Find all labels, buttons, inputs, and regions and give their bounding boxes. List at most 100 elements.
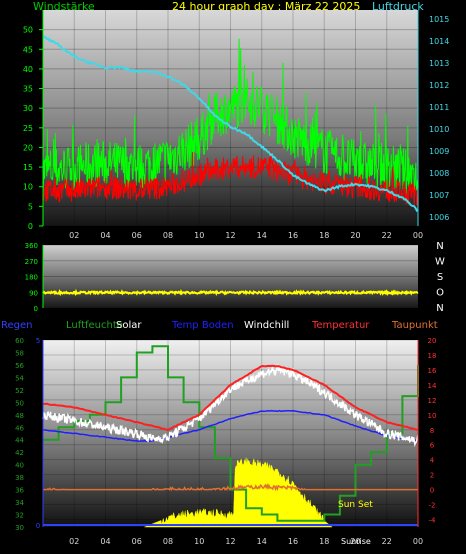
regen-tick-0: 0: [36, 522, 40, 530]
wind-tick-10: 10: [23, 183, 33, 192]
series-dewpoint-line: [43, 482, 418, 492]
wind-tick-0: 0: [28, 222, 33, 231]
compass-label-0: N: [436, 241, 443, 252]
compass-label-2: S: [437, 272, 443, 283]
wind-tick-20: 20: [23, 143, 33, 152]
legend-windchill: Windchill: [244, 320, 290, 331]
pressure-tick-1012: 1012: [429, 81, 449, 90]
wind-tick-45: 45: [23, 45, 33, 54]
x1-tick-06: 06: [132, 231, 142, 240]
compass-label-1: W: [435, 257, 445, 268]
x3-tick-02: 02: [69, 537, 79, 546]
humidity-tick-50: 50: [15, 399, 24, 407]
legend-solar: Solar: [116, 320, 142, 331]
x1-tick-16: 16: [288, 231, 298, 240]
x3-tick-18: 18: [319, 537, 329, 546]
pressure-tick-1008: 1008: [429, 169, 449, 178]
humidity-tick-46: 46: [15, 424, 24, 432]
temp-tick-10: 10: [428, 412, 437, 420]
humidity-tick-34: 34: [15, 499, 24, 507]
top-right-axis-title: Luftdruck: [372, 0, 424, 13]
humidity-tick-48: 48: [15, 412, 24, 420]
x1-tick-14: 14: [257, 231, 267, 240]
series-wind-gust-line: [42, 38, 419, 195]
compass-label-4: N: [436, 303, 443, 314]
humidity-tick-56: 56: [15, 362, 24, 370]
x3-tick-06: 06: [132, 537, 142, 546]
sunrise-label: Sunrise: [341, 537, 371, 546]
series-temp-ground-line: [42, 409, 419, 443]
panel-wind-direction: [43, 245, 418, 308]
humidity-tick-58: 58: [15, 349, 24, 357]
series-solar-area: [144, 457, 333, 528]
pressure-tick-1011: 1011: [429, 103, 449, 112]
temp-tick--4: -4: [429, 517, 437, 525]
top-chart-title: 24 hour graph day : März 22 2025: [172, 0, 361, 13]
humidity-tick-44: 44: [15, 437, 24, 445]
dir-tick-180: 180: [25, 274, 38, 282]
x3-tick-04: 04: [100, 537, 110, 546]
x1-tick-04: 04: [100, 231, 110, 240]
x3-tick-08: 08: [163, 537, 173, 546]
regen-tick-5: 5: [36, 337, 40, 345]
wind-tick-50: 50: [23, 26, 33, 35]
x3-tick-20: 20: [350, 537, 360, 546]
legend-humidity: Luftfeuchte: [66, 320, 123, 331]
dir-tick-0: 0: [34, 305, 38, 313]
humidity-tick-40: 40: [15, 462, 24, 470]
x3-tick-00: 00: [413, 537, 423, 546]
pressure-tick-1010: 1010: [429, 125, 449, 134]
temp-tick-18: 18: [428, 352, 437, 360]
humidity-tick-42: 42: [15, 449, 24, 457]
temp-tick-20: 20: [428, 337, 437, 345]
x3-tick-14: 14: [257, 537, 267, 546]
x1-tick-20: 20: [350, 231, 360, 240]
wind-tick-35: 35: [23, 85, 33, 94]
x3-tick-22: 22: [382, 537, 392, 546]
wind-tick-25: 25: [23, 124, 33, 133]
series-humidity-line: [43, 345, 419, 522]
legend-temperature: Temperatur: [312, 320, 370, 331]
compass-label-3: O: [436, 288, 444, 299]
temp-tick-6: 6: [430, 442, 435, 450]
wind-tick-5: 5: [28, 202, 33, 211]
humidity-tick-30: 30: [15, 524, 24, 532]
x1-tick-10: 10: [194, 231, 204, 240]
top-left-axis-title: Windstärke: [33, 0, 95, 13]
temp-tick-8: 8: [430, 427, 434, 435]
x1-tick-00: 00: [413, 231, 423, 240]
temp-tick--2: -2: [429, 502, 436, 510]
wind-tick-40: 40: [23, 65, 33, 74]
temp-tick-2: 2: [430, 472, 434, 480]
temp-tick-16: 16: [428, 367, 437, 375]
pressure-tick-1009: 1009: [429, 147, 449, 156]
dir-tick-360: 360: [25, 242, 38, 250]
series-pressure-line: [42, 35, 419, 213]
humidity-tick-52: 52: [15, 387, 24, 395]
pressure-tick-1006: 1006: [429, 213, 449, 222]
pressure-tick-1014: 1014: [429, 37, 449, 46]
series-temperature-line: [42, 364, 419, 431]
x1-tick-12: 12: [225, 231, 235, 240]
wind-tick-30: 30: [23, 104, 33, 113]
sunset-label: Sun Set: [338, 500, 373, 510]
series-windchill-line: [42, 363, 419, 448]
humidity-tick-38: 38: [15, 474, 24, 482]
dir-tick-270: 270: [25, 258, 38, 266]
temp-tick-14: 14: [428, 382, 437, 390]
x3-tick-10: 10: [194, 537, 204, 546]
legend-temp-ground: Temp Boden: [172, 320, 234, 331]
humidity-tick-36: 36: [15, 487, 24, 495]
humidity-tick-32: 32: [15, 512, 24, 520]
x3-tick-12: 12: [225, 537, 235, 546]
series-wind-avg-line: [42, 151, 419, 206]
wind-tick-15: 15: [23, 163, 33, 172]
x1-tick-02: 02: [69, 231, 79, 240]
x1-tick-22: 22: [382, 231, 392, 240]
temp-tick-0: 0: [430, 487, 434, 495]
x3-tick-16: 16: [288, 537, 298, 546]
temp-tick-4: 4: [430, 457, 435, 465]
pressure-tick-1013: 1013: [429, 59, 449, 68]
